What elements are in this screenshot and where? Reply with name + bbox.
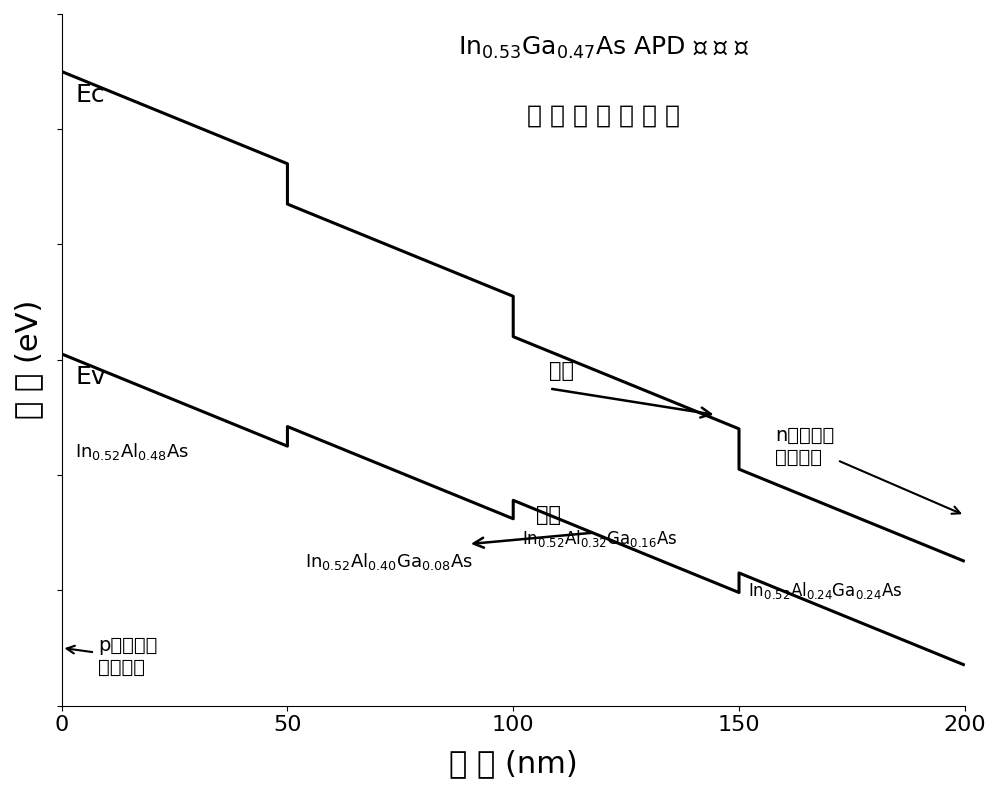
Text: n型掺杂，
加正偏压: n型掺杂， 加正偏压 (775, 425, 960, 514)
Text: Ev: Ev (75, 365, 106, 389)
Text: In$_{0.52}$Al$_{0.32}$Ga$_{0.16}$As: In$_{0.52}$Al$_{0.32}$Ga$_{0.16}$As (522, 527, 678, 549)
Text: In$_{0.52}$Al$_{0.48}$As: In$_{0.52}$Al$_{0.48}$As (75, 441, 189, 463)
Text: In$_{0.52}$Al$_{0.24}$Ga$_{0.24}$As: In$_{0.52}$Al$_{0.24}$Ga$_{0.24}$As (748, 580, 902, 600)
Text: In$_{0.52}$Al$_{0.40}$Ga$_{0.08}$As: In$_{0.52}$Al$_{0.40}$Ga$_{0.08}$As (305, 551, 473, 572)
Text: p型掺杂，
加负偏压: p型掺杂， 加负偏压 (67, 636, 157, 677)
X-axis label: 厚 度 (nm): 厚 度 (nm) (449, 749, 578, 778)
Text: 能 带 结 构 示 意 图: 能 带 结 构 示 意 图 (527, 104, 680, 128)
Text: Ec: Ec (75, 82, 105, 107)
Text: 空穴: 空穴 (536, 505, 561, 525)
Y-axis label: 能 量 (eV): 能 量 (eV) (14, 300, 43, 420)
Text: In$_{0.53}$Ga$_{0.47}$As APD 倍 增 区: In$_{0.53}$Ga$_{0.47}$As APD 倍 增 区 (458, 35, 749, 61)
Text: 电子: 电子 (549, 361, 574, 381)
